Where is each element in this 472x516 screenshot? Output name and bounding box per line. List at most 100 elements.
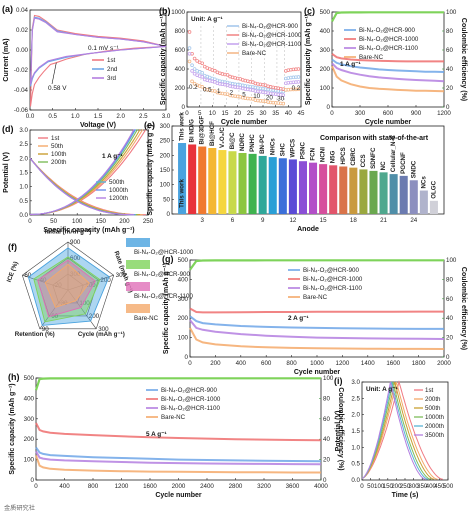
y-tick-label: 50	[163, 196, 170, 203]
panel-label-b: (b)	[159, 6, 171, 16]
y-right-tick-label: 80	[446, 28, 453, 35]
x-tick-label: 900	[411, 110, 422, 117]
y-right-tick-label: 20	[323, 457, 330, 464]
x-tick-label: 2000	[172, 483, 186, 490]
radar-grid-ring	[21, 241, 115, 330]
bar	[309, 162, 318, 214]
data-point	[200, 61, 205, 66]
y-right-axis-label: Coulombic efficiency (%)	[460, 267, 467, 350]
legend-entry: 500th	[425, 405, 441, 412]
x-tick-label: 0	[330, 110, 334, 117]
x-tick-label: 100	[374, 483, 385, 490]
y-tick-label: 0.00	[16, 47, 29, 54]
x-tick-label: 50	[367, 483, 374, 490]
x-axis-label: Time (s)	[392, 492, 419, 499]
radar-tick-label: 900	[70, 239, 81, 246]
y-tick-label: 0	[31, 477, 35, 484]
gcd-curve	[361, 381, 438, 480]
y-right-tick-label: 40	[446, 66, 453, 73]
legend-entry: Bare-NC	[303, 294, 328, 301]
x-tick-label: 1600	[143, 483, 157, 490]
y-tick-label: 1.5	[351, 428, 360, 435]
x-tick-label: 600	[383, 110, 394, 117]
rate-label: 0.2	[189, 84, 198, 91]
legend-entry: 2nd	[107, 66, 118, 73]
y-tick-label: 500	[24, 375, 35, 382]
x-axis-label: Cycle number	[365, 119, 412, 126]
y-tick-label: 400	[24, 395, 35, 402]
radar-spoke	[67, 289, 97, 330]
bar-category-label: PNHC	[249, 134, 256, 152]
x-tick-label: 150	[96, 218, 107, 225]
data-point	[213, 89, 217, 93]
x-tick-label: 15	[222, 110, 229, 117]
y-tick-label: 500	[320, 9, 331, 16]
bar	[419, 190, 428, 214]
scan-rate-annotation: 0.1 mV s⁻¹	[88, 45, 119, 52]
data-point	[190, 79, 194, 84]
legend-entry: Bi-N₄-O₂@HCR-1000	[242, 32, 302, 39]
panel-label-d: (d)	[2, 124, 14, 134]
bar-category-label: Bi ND/G	[189, 119, 196, 143]
y-tick-label: 400	[320, 28, 331, 35]
data-point	[192, 56, 197, 61]
legend-entry: Bare-NC	[134, 315, 159, 322]
y-right-tick-label: 20	[446, 335, 453, 342]
data-point	[192, 81, 197, 86]
highlight-label: This work	[179, 179, 186, 208]
y-tick-label: 0.0	[351, 477, 360, 484]
radar-tick-label: 300	[70, 271, 81, 278]
y-axis-label: Specific capacity (mAh g⁻¹)	[147, 124, 154, 215]
x-tick-label: 18	[350, 217, 357, 224]
legend-entry: Bi-N₄-O₂@HCR-900	[359, 27, 415, 34]
legend-entry: 200th	[51, 159, 67, 166]
x-tick-label: 0	[360, 483, 364, 490]
bar	[319, 164, 328, 214]
y-tick-label: 300	[24, 416, 35, 423]
radar-axis-label: Retention (%)	[15, 331, 55, 338]
y-right-tick-label: 60	[446, 296, 453, 303]
radar-tick-label: 90	[42, 326, 49, 333]
x-tick-label: 24	[410, 217, 417, 224]
x-tick-label: 200	[210, 360, 221, 367]
radar-axis-label: ICE (%)	[6, 261, 20, 284]
y-axis-label: Specific capacity (mAh g⁻¹)	[163, 263, 170, 354]
bar-category-label: CCS	[360, 154, 367, 167]
y-tick-label: 1.0	[19, 184, 28, 191]
data-point	[213, 68, 217, 73]
y-tick-label: 100	[178, 335, 189, 342]
current-density-annotation: 1 A g⁻¹	[340, 61, 361, 68]
y-tick-label: 0.5	[19, 198, 28, 205]
y-right-tick-label: 0	[446, 104, 450, 111]
rate-label: 0.5	[203, 86, 212, 93]
x-tick-label: 200	[119, 218, 130, 225]
x-tick-label: 150	[383, 483, 394, 490]
capacity-line	[331, 52, 444, 63]
capacity-line	[35, 450, 322, 466]
y-tick-label: 400	[178, 276, 189, 283]
y-tick-label: 1000	[171, 9, 185, 16]
data-point	[200, 85, 205, 89]
bar-category-label: NC	[380, 161, 387, 170]
bar-category-label: Cellular_N-C	[390, 134, 397, 172]
legend-entry: Bi-N₄-O₂@HCR-1100	[161, 405, 220, 412]
legend-entry: 1st	[425, 387, 434, 394]
data-point	[296, 80, 301, 84]
x-axis-label: Cycle number	[221, 119, 268, 126]
legend-entry: 1200th	[109, 195, 128, 202]
bar-category-label: NHCs	[269, 138, 276, 155]
gcd-curve	[361, 381, 426, 480]
x-tick-label: 250	[400, 483, 411, 490]
radar-tick-label: 200	[89, 313, 100, 320]
radar-tick-label: 100	[85, 282, 96, 289]
capacity-line	[189, 315, 444, 330]
capacity-line	[189, 327, 445, 350]
x-tick-label: 2.0	[116, 113, 125, 120]
radar-tick-label: 20	[55, 282, 62, 289]
x-tick-label: 400	[59, 483, 70, 490]
data-point	[202, 64, 207, 69]
bar	[268, 157, 277, 214]
radar-tick-label: 60	[24, 272, 31, 279]
bar-category-label: SDNFC	[370, 147, 377, 169]
bar	[208, 148, 217, 214]
